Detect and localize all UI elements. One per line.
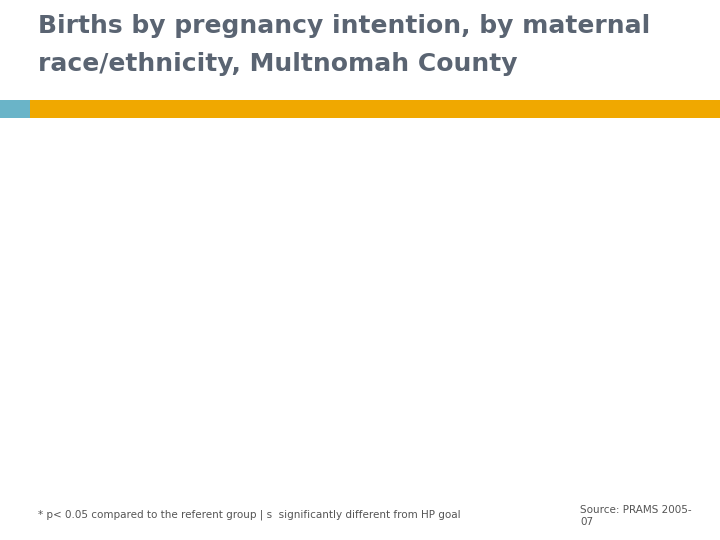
Bar — [30, 100, 720, 118]
Text: Source: PRAMS 2005-
07: Source: PRAMS 2005- 07 — [580, 505, 692, 526]
Text: race/ethnicity, Multnomah County: race/ethnicity, Multnomah County — [38, 52, 518, 76]
Text: Births by pregnancy intention, by maternal: Births by pregnancy intention, by matern… — [38, 14, 650, 38]
Text: * p< 0.05 compared to the referent group | s  significantly different from HP go: * p< 0.05 compared to the referent group… — [38, 510, 461, 521]
Bar — [0, 100, 30, 118]
